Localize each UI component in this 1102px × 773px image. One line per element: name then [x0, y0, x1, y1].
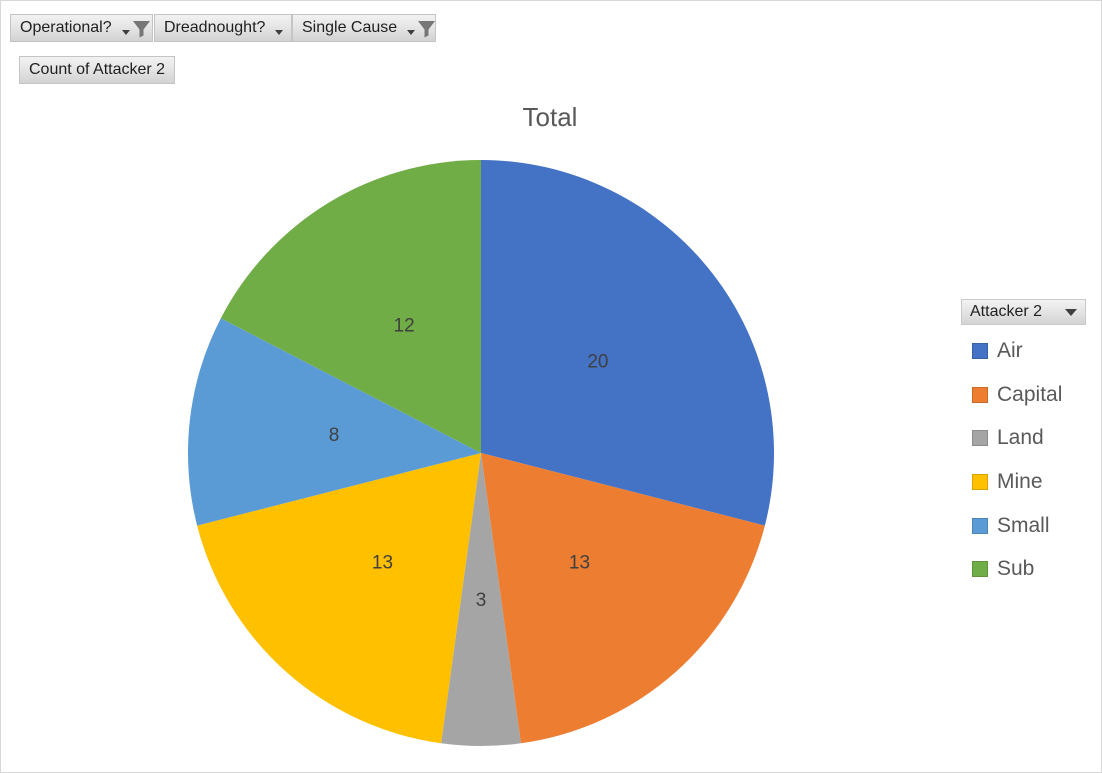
svg-text:13: 13 — [372, 552, 393, 573]
svg-text:12: 12 — [394, 316, 415, 337]
svg-text:3: 3 — [476, 590, 487, 611]
svg-text:20: 20 — [587, 351, 608, 372]
svg-text:8: 8 — [329, 425, 340, 446]
svg-text:13: 13 — [569, 552, 590, 573]
